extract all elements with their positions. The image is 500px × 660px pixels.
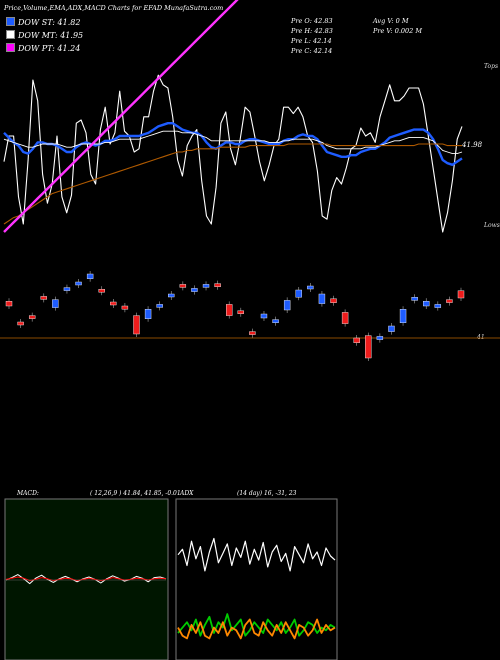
candle-body bbox=[341, 312, 349, 324]
candle-body bbox=[283, 300, 291, 311]
candle-body bbox=[365, 335, 372, 359]
candle-body bbox=[237, 310, 244, 314]
legend-dow-st: DOW ST: 41.82 bbox=[6, 17, 80, 27]
candle-body bbox=[353, 337, 360, 344]
legend-swatch-mt bbox=[6, 30, 15, 39]
candle-body bbox=[40, 296, 47, 300]
adx-line-2 bbox=[177, 618, 336, 640]
candle-body bbox=[260, 313, 268, 319]
candle-body bbox=[411, 297, 418, 301]
candle-body bbox=[434, 304, 442, 308]
ema-last-value: 41.98 bbox=[462, 141, 483, 149]
candle-body bbox=[110, 301, 117, 306]
pre-close: Pre C: 42.14 bbox=[291, 47, 333, 55]
candle-body bbox=[144, 309, 152, 320]
candles-group bbox=[5, 271, 465, 361]
candle-body bbox=[307, 285, 314, 290]
candle-body bbox=[446, 299, 453, 303]
lows-label: Lows bbox=[484, 222, 500, 229]
pre-volume: Pre V: 0.002 M bbox=[373, 27, 423, 35]
ema-line-4 bbox=[3, 0, 239, 233]
candle-body bbox=[214, 283, 221, 288]
candle-body bbox=[388, 325, 395, 332]
adx-params: (14 day) 16, -31, 23 bbox=[237, 490, 297, 497]
candle-body bbox=[295, 289, 302, 298]
candle-body bbox=[330, 298, 337, 303]
candle-body bbox=[52, 299, 59, 308]
adx-name: ADX bbox=[180, 490, 194, 497]
pre-open: Pre O: 42.83 bbox=[291, 17, 333, 25]
candle-body bbox=[249, 331, 256, 335]
tops-label: Tops bbox=[484, 63, 499, 70]
candle-body bbox=[86, 273, 94, 280]
macd-line-0 bbox=[5, 574, 167, 585]
macd-name: MACD: bbox=[17, 490, 39, 497]
pre-low: Pre L: 42.14 bbox=[291, 37, 332, 45]
candle-body bbox=[423, 301, 430, 307]
candle-body bbox=[133, 315, 140, 335]
macd-panel bbox=[4, 498, 169, 660]
candle-body bbox=[272, 319, 279, 324]
ema-line-0 bbox=[3, 74, 463, 233]
candle-body bbox=[98, 289, 105, 293]
avg-volume: Avg V: 0 M bbox=[373, 17, 409, 25]
candle-body bbox=[156, 304, 163, 308]
ema-series-group bbox=[3, 0, 463, 233]
ema-line-2 bbox=[3, 130, 463, 155]
pre-high: Pre H: 42.83 bbox=[291, 27, 333, 35]
candle-body bbox=[318, 293, 326, 304]
legend-dow-pt: DOW PT: 41.24 bbox=[6, 43, 80, 53]
candle-body bbox=[75, 281, 82, 286]
candle-body bbox=[399, 309, 407, 324]
adx-line-1 bbox=[177, 613, 336, 637]
candle-body bbox=[191, 288, 198, 292]
candle-body bbox=[17, 321, 24, 326]
adx-line-0 bbox=[177, 537, 336, 572]
ema-line-3 bbox=[3, 143, 462, 225]
macd-series-group bbox=[5, 574, 167, 585]
legend-dow-mt: DOW MT: 41.95 bbox=[6, 30, 83, 40]
candle-body bbox=[28, 315, 36, 319]
candle-body bbox=[376, 336, 384, 340]
candle-body bbox=[202, 284, 210, 288]
legend-swatch-st bbox=[6, 17, 15, 26]
candle-body bbox=[226, 304, 233, 316]
candle-body bbox=[5, 301, 13, 307]
legend-swatch-pt bbox=[6, 43, 15, 52]
candle-body bbox=[457, 290, 465, 299]
adx-series-group bbox=[177, 537, 336, 640]
candle-body bbox=[121, 305, 129, 310]
candle-body bbox=[63, 287, 71, 291]
macd-params: ( 12,26,9 ) 41.84, 41.85, -0.01 bbox=[90, 490, 181, 497]
candle-body bbox=[179, 284, 187, 288]
candle-body bbox=[168, 293, 175, 298]
chart-title: Price,Volume,EMA,ADX,MACD Charts for EFA… bbox=[4, 4, 224, 12]
